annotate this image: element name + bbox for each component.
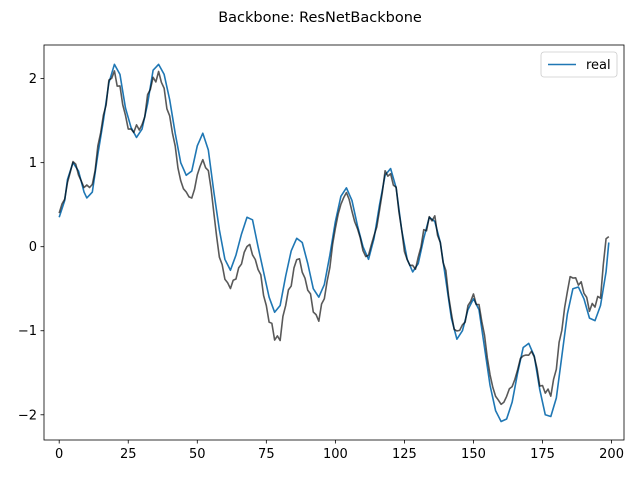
- y-tick-label: −2: [18, 408, 37, 423]
- y-tick-label: 0: [29, 240, 37, 255]
- x-tick-label: 25: [120, 447, 137, 462]
- legend: real: [540, 51, 618, 78]
- chart-title: Backbone: ResNetBackbone: [218, 10, 422, 26]
- y-tick-label: −1: [18, 324, 37, 339]
- axes-frame: [43, 44, 625, 441]
- series-line-prediction: [58, 70, 610, 406]
- x-tick-label: 50: [189, 447, 206, 462]
- axes-layer: 0 25 50 75 100 125 150 175 200 −2 −1 0 1 2: [18, 44, 625, 462]
- x-tick-label: 75: [258, 447, 275, 462]
- y-tick-label: 2: [29, 72, 37, 87]
- x-tick-label: 125: [392, 447, 417, 462]
- x-tick-label: 200: [599, 447, 624, 462]
- x-tick-label: 0: [55, 447, 63, 462]
- x-tick-label: 150: [461, 447, 486, 462]
- series-layer: [58, 63, 610, 423]
- x-tick-label: 175: [530, 447, 555, 462]
- y-tick-label: 1: [29, 156, 37, 171]
- legend-label-real: real: [586, 58, 611, 73]
- legend-box: [540, 51, 618, 78]
- x-tick-label: 100: [323, 447, 348, 462]
